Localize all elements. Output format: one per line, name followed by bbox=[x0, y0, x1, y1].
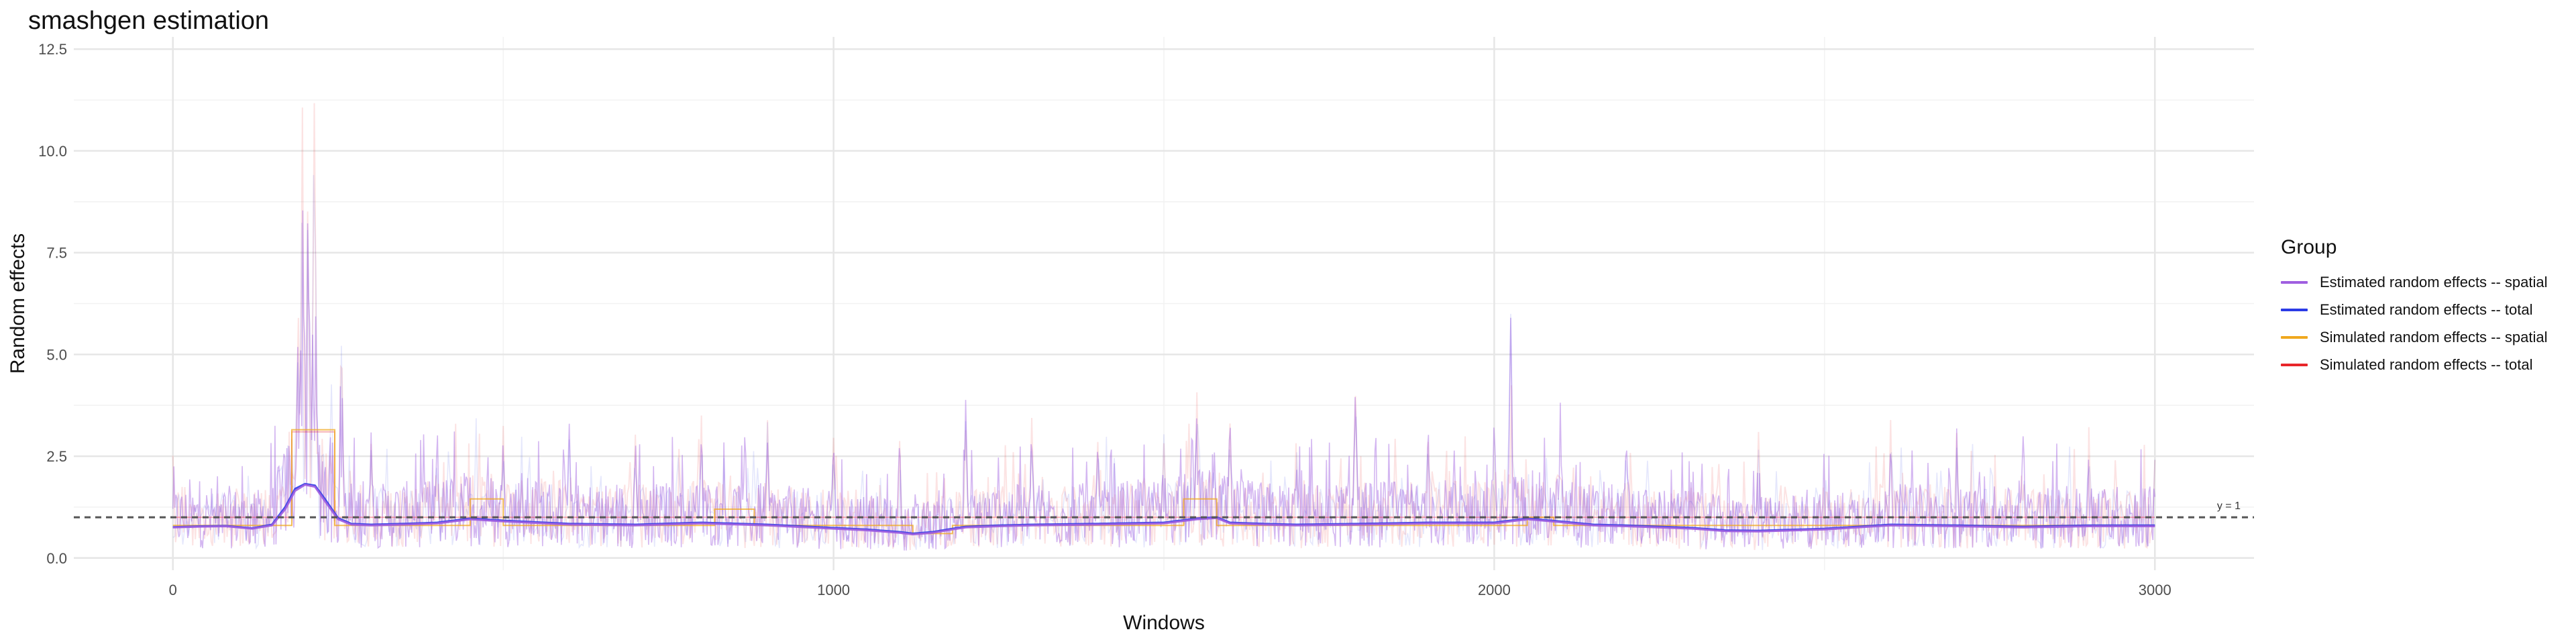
legend-swatch bbox=[2281, 308, 2308, 311]
grid bbox=[74, 37, 2254, 570]
legend-label: Estimated random effects -- total bbox=[2320, 301, 2533, 318]
legend-item-estimated-total: Estimated random effects -- total bbox=[2281, 296, 2563, 323]
series-line-0 bbox=[172, 484, 2155, 536]
legend-item-estimated-spatial: Estimated random effects -- spatial bbox=[2281, 268, 2563, 296]
x-tick-label: 2000 bbox=[1478, 582, 1511, 598]
y-tick-label: 5.0 bbox=[46, 346, 67, 363]
reference-line-group: y = 1 bbox=[74, 500, 2254, 519]
legend-swatch bbox=[2281, 280, 2308, 284]
chart-title: smashgen estimation bbox=[28, 7, 270, 35]
simulated-noise-line bbox=[172, 103, 2156, 550]
legend-label: Simulated random effects -- spatial bbox=[2320, 328, 2548, 345]
legend: Group Estimated random effects -- spatia… bbox=[2281, 236, 2563, 378]
legend-label: Estimated random effects -- spatial bbox=[2320, 273, 2548, 290]
estimated-total-noise-line bbox=[172, 174, 2156, 550]
y-tick-label: 0.0 bbox=[46, 550, 67, 567]
x-tick-label: 0 bbox=[169, 582, 177, 598]
legend-label: Simulated random effects -- total bbox=[2320, 356, 2533, 373]
legend-item-simulated-spatial: Simulated random effects -- spatial bbox=[2281, 323, 2563, 351]
y-tick-label: 10.0 bbox=[38, 143, 67, 160]
raw-estimates-noise bbox=[172, 103, 2156, 551]
x-tick-label: 3000 bbox=[2139, 582, 2171, 598]
axes: 0.0 2.5 5.0 7.5 10.0 12.5 0 1000 2000 3000 Windows… bbox=[7, 41, 2171, 634]
y-tick-label: 2.5 bbox=[46, 448, 67, 465]
legend-title: Group bbox=[2281, 236, 2337, 258]
y-axis-title: Random effects bbox=[7, 233, 29, 374]
legend-item-simulated-total: Simulated random effects -- total bbox=[2281, 351, 2563, 378]
x-tick-label: 1000 bbox=[817, 582, 850, 598]
y-tick-label: 7.5 bbox=[46, 245, 67, 262]
legend-swatch bbox=[2281, 363, 2308, 366]
estimated-spatial-noise-line bbox=[172, 210, 2156, 551]
y-tick-label: 12.5 bbox=[38, 41, 67, 58]
legend-swatch bbox=[2281, 335, 2308, 339]
reference-line-label: y = 1 bbox=[2217, 500, 2241, 512]
x-axis-title: Windows bbox=[1123, 612, 1205, 634]
